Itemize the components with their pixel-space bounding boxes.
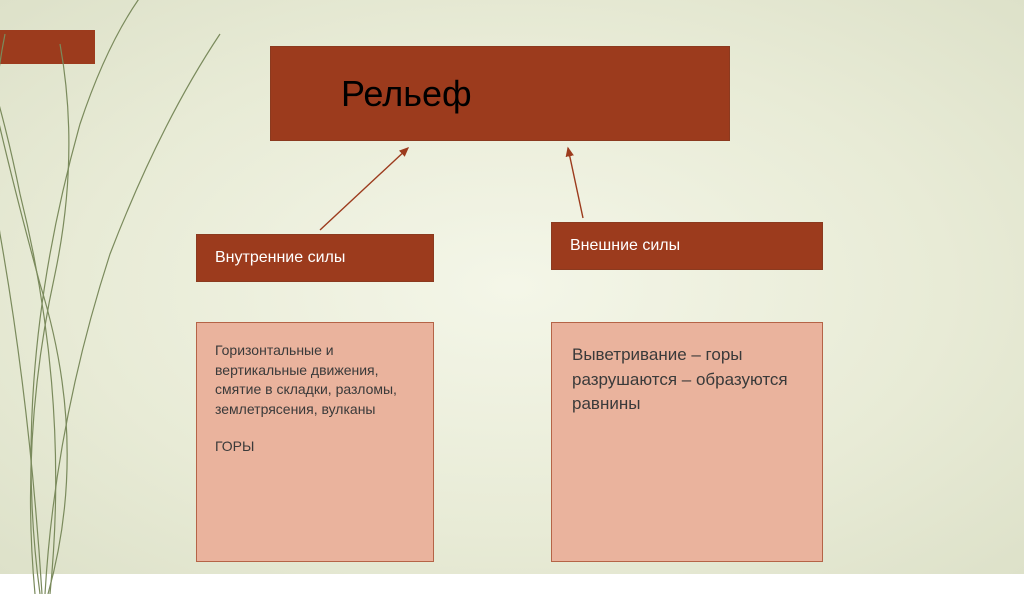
left-mid-text: Внутренние силы	[215, 249, 345, 267]
left-bottom-p2: ГОРЫ	[215, 437, 254, 457]
left-bottom-p1: Горизонтальные и вертикальные движения, …	[215, 341, 415, 419]
left-mid-box: Внутренние силы	[196, 234, 434, 282]
title-box: Рельеф	[270, 46, 730, 141]
right-bottom-text: Выветривание – горы разрушаются – образу…	[572, 343, 802, 417]
left-bottom-box: Горизонтальные и вертикальные движения, …	[196, 322, 434, 562]
right-bottom-box: Выветривание – горы разрушаются – образу…	[551, 322, 823, 562]
accent-bar	[0, 30, 95, 64]
right-mid-text: Внешние силы	[570, 237, 680, 255]
title-text: Рельеф	[341, 73, 472, 115]
right-mid-box: Внешние силы	[551, 222, 823, 270]
